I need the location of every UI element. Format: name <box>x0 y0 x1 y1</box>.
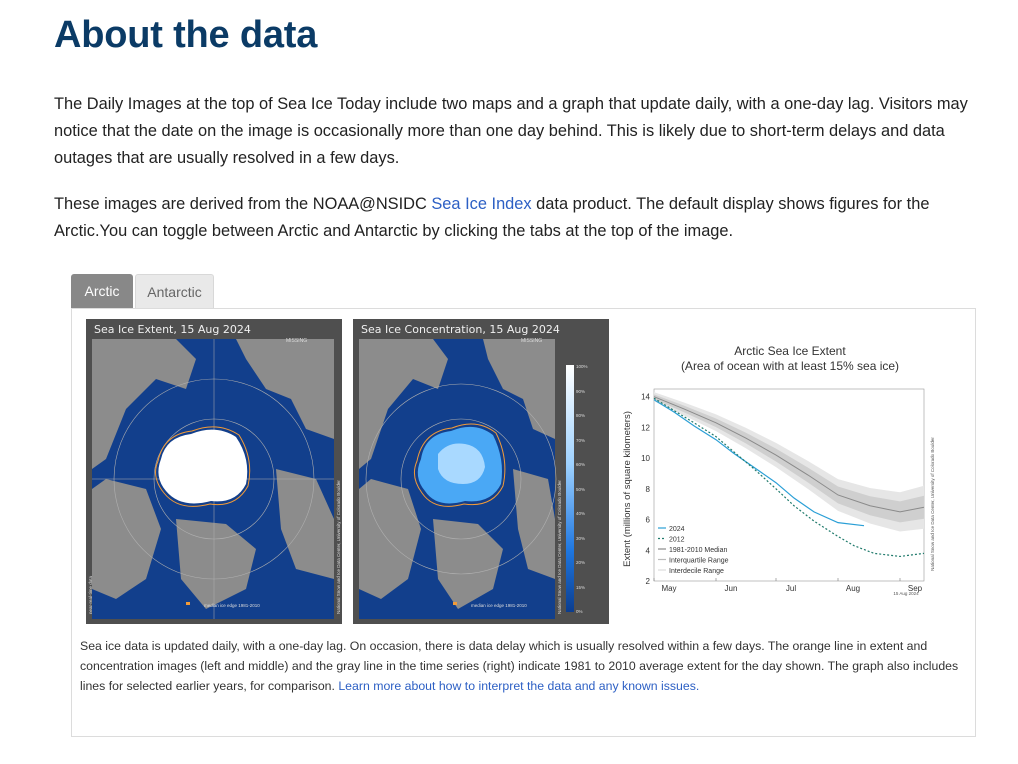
tab-antarctic[interactable]: Antarctic <box>135 274 214 308</box>
x-tick-label: Jul <box>786 584 796 593</box>
chart-date-note: 15 Aug 2024 <box>893 591 919 596</box>
colorbar-tick-label: 100% <box>576 364 588 369</box>
extent-side-note: near-real-time data <box>88 575 93 614</box>
y-tick-label: 14 <box>641 393 650 402</box>
chart-credit: National Snow and Ice Data Center, Unive… <box>930 437 935 571</box>
extent-missing-legend: MISSING <box>286 338 308 344</box>
x-tick-label: May <box>661 584 676 593</box>
concentration-map-footer: median ice edge 1981-2010 <box>471 603 527 608</box>
concentration-colorbar <box>566 365 574 612</box>
colorbar-tick-label: 0% <box>576 609 583 614</box>
x-tick-label: Jun <box>725 584 738 593</box>
y-tick-label: 2 <box>646 577 651 586</box>
series-line-2024 <box>653 399 865 527</box>
y-tick-label: 8 <box>646 485 651 494</box>
colorbar-tick-label: 80% <box>576 413 586 418</box>
y-tick-label: 12 <box>641 423 650 432</box>
source-text-before: These images are derived from the NOAA@N… <box>54 195 432 213</box>
concentration-map-graphic <box>359 339 557 619</box>
concentration-map-title: Sea Ice Concentration, 15 Aug 2024 <box>361 323 560 336</box>
y-tick-label: 6 <box>646 516 651 525</box>
source-paragraph: These images are derived from the NOAA@N… <box>54 191 984 245</box>
chart-subtitle: (Area of ocean with at least 15% sea ice… <box>681 359 899 373</box>
intro-paragraph: The Daily Images at the top of Sea Ice T… <box>54 95 968 167</box>
colorbar-tick-label: 60% <box>576 462 586 467</box>
legend-entry: 2012 <box>669 537 685 544</box>
colorbar-tick-label: 20% <box>576 560 586 565</box>
concentration-map-credit: National Snow and Ice Data Center, Unive… <box>557 480 562 614</box>
extent-map-graphic <box>92 339 334 619</box>
legend-entry: 2024 <box>669 526 685 533</box>
interpret-data-link[interactable]: Learn more about how to interpret the da… <box>338 679 700 693</box>
y-tick-label: 10 <box>641 454 650 463</box>
y-tick-label: 4 <box>646 546 651 555</box>
legend-entry: 1981-2010 Median <box>669 547 727 554</box>
legend-entry: Interquartile Range <box>669 558 729 565</box>
sea-ice-extent-map: Sea Ice Extent, 15 Aug 2024 MISSING medi… <box>86 319 342 624</box>
series-line-2012 <box>653 397 925 558</box>
chart-title: Arctic Sea Ice Extent <box>734 344 846 358</box>
arctic-extent-chart: Arctic Sea Ice Extent (Area of ocean wit… <box>622 344 935 596</box>
sea-ice-index-link[interactable]: Sea Ice Index <box>431 195 532 213</box>
colorbar-tick-label: 50% <box>576 486 586 492</box>
extent-map-footer: median ice edge 1981-2010 <box>204 603 260 608</box>
extent-map-credit: National Snow and Ice Data Center, Unive… <box>336 480 341 614</box>
interquartile-range-band <box>654 394 924 523</box>
caption-text: Sea ice data is updated daily, with a on… <box>80 639 959 693</box>
colorbar-tick-label: 30% <box>576 535 586 541</box>
colorbar-tick-label: 90% <box>576 388 586 394</box>
extent-map-title: Sea Ice Extent, 15 Aug 2024 <box>94 323 251 336</box>
chart-ylabel: Extent (millions of square kilometers) <box>622 411 633 567</box>
concentration-missing-legend: MISSING <box>521 338 543 344</box>
chart-plot-area: 2 4 6 8 10 12 14 May Jun Jul Aug Sep 2024 2012 1981-20… <box>641 388 925 593</box>
x-tick-label: Aug <box>846 584 860 593</box>
page-title: About the data <box>54 14 318 56</box>
x-tick-label: Sep <box>908 584 923 593</box>
source-text-after: data product. The default display shows … <box>54 195 930 240</box>
image-caption: Sea ice data is updated daily, with a on… <box>80 636 970 696</box>
colorbar-tick-label: 15% <box>576 584 586 590</box>
tab-arctic[interactable]: Arctic <box>71 274 133 308</box>
colorbar-tick-label: 70% <box>576 437 586 443</box>
series-line-median <box>653 396 925 513</box>
legend-entry: Interdecile Range <box>669 568 724 575</box>
colorbar-tick-label: 40% <box>576 511 586 516</box>
